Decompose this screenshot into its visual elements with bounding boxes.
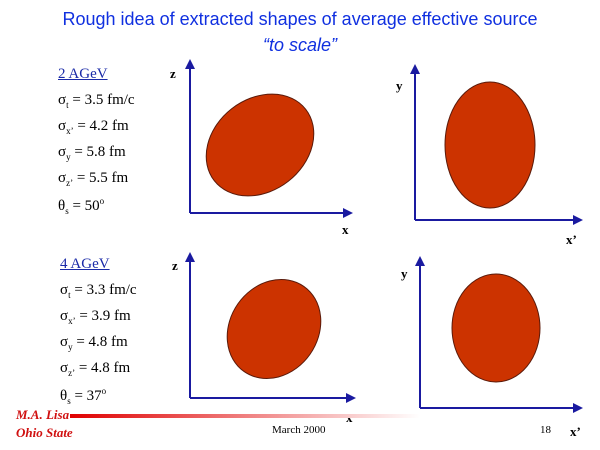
param-sigma-x: σx’ = 3.9 fm xyxy=(60,308,131,326)
axis-label-z: z xyxy=(172,258,178,273)
param-theta-s: θs = 37o xyxy=(60,386,107,406)
slide-subtitle: “to scale” xyxy=(262,35,338,55)
axis-label-x: x xyxy=(342,222,349,237)
case-header-2agev: 2 AGeV xyxy=(58,66,108,82)
param-sigma-t: σt = 3.3 fm/c xyxy=(60,282,137,300)
slide-title: Rough idea of extracted shapes of averag… xyxy=(62,9,538,29)
plot-z-vs-x-4agev xyxy=(185,252,356,403)
y-axis-arrow-icon xyxy=(185,59,195,69)
params-4agev: σt = 3.3 fm/c σx’ = 3.9 fm σy = 4.8 fm σ… xyxy=(60,282,137,412)
page-number: 18 xyxy=(540,424,551,436)
x-axis-arrow-icon xyxy=(343,208,353,218)
case-header-4agev: 4 AGeV xyxy=(60,256,110,272)
plot-y-vs-xprime-4agev xyxy=(415,256,583,413)
param-sigma-x: σx’ = 4.2 fm xyxy=(58,118,129,136)
axis-label-y: y xyxy=(401,266,408,281)
y-axis-arrow-icon xyxy=(415,256,425,266)
param-sigma-t: σt = 3.5 fm/c xyxy=(58,92,135,110)
param-sigma-z: σz’ = 5.5 fm xyxy=(58,170,129,188)
plot-z-vs-x-2agev xyxy=(185,59,353,218)
footer-author: M.A. Lisa xyxy=(16,407,70,422)
axis-label-xprime: x’ xyxy=(570,424,581,439)
footer-divider xyxy=(70,414,420,418)
params-2agev: σt = 3.5 fm/c σx’ = 4.2 fm σy = 5.8 fm σ… xyxy=(58,92,135,222)
x-axis-arrow-icon xyxy=(573,215,583,225)
x-axis-arrow-icon xyxy=(346,393,356,403)
footer-date: March 2000 xyxy=(272,424,326,436)
plot-y-vs-xprime-2agev xyxy=(410,64,583,225)
y-axis-arrow-icon xyxy=(410,64,420,74)
source-ellipse xyxy=(205,93,315,197)
param-sigma-z: σz’ = 4.8 fm xyxy=(60,360,131,378)
y-axis-arrow-icon xyxy=(185,252,195,262)
param-sigma-y: σy = 4.8 fm xyxy=(60,334,128,352)
param-sigma-y: σy = 5.8 fm xyxy=(58,144,126,162)
x-axis-arrow-icon xyxy=(573,403,583,413)
source-ellipse xyxy=(226,278,322,380)
axis-label-y: y xyxy=(396,78,403,93)
source-ellipse xyxy=(444,81,536,209)
param-theta-s: θs = 50o xyxy=(58,196,105,216)
footer-affiliation: Ohio State xyxy=(16,425,73,440)
axis-label-z: z xyxy=(170,66,176,81)
source-ellipse xyxy=(451,273,541,383)
axis-label-xprime: x’ xyxy=(566,232,577,247)
